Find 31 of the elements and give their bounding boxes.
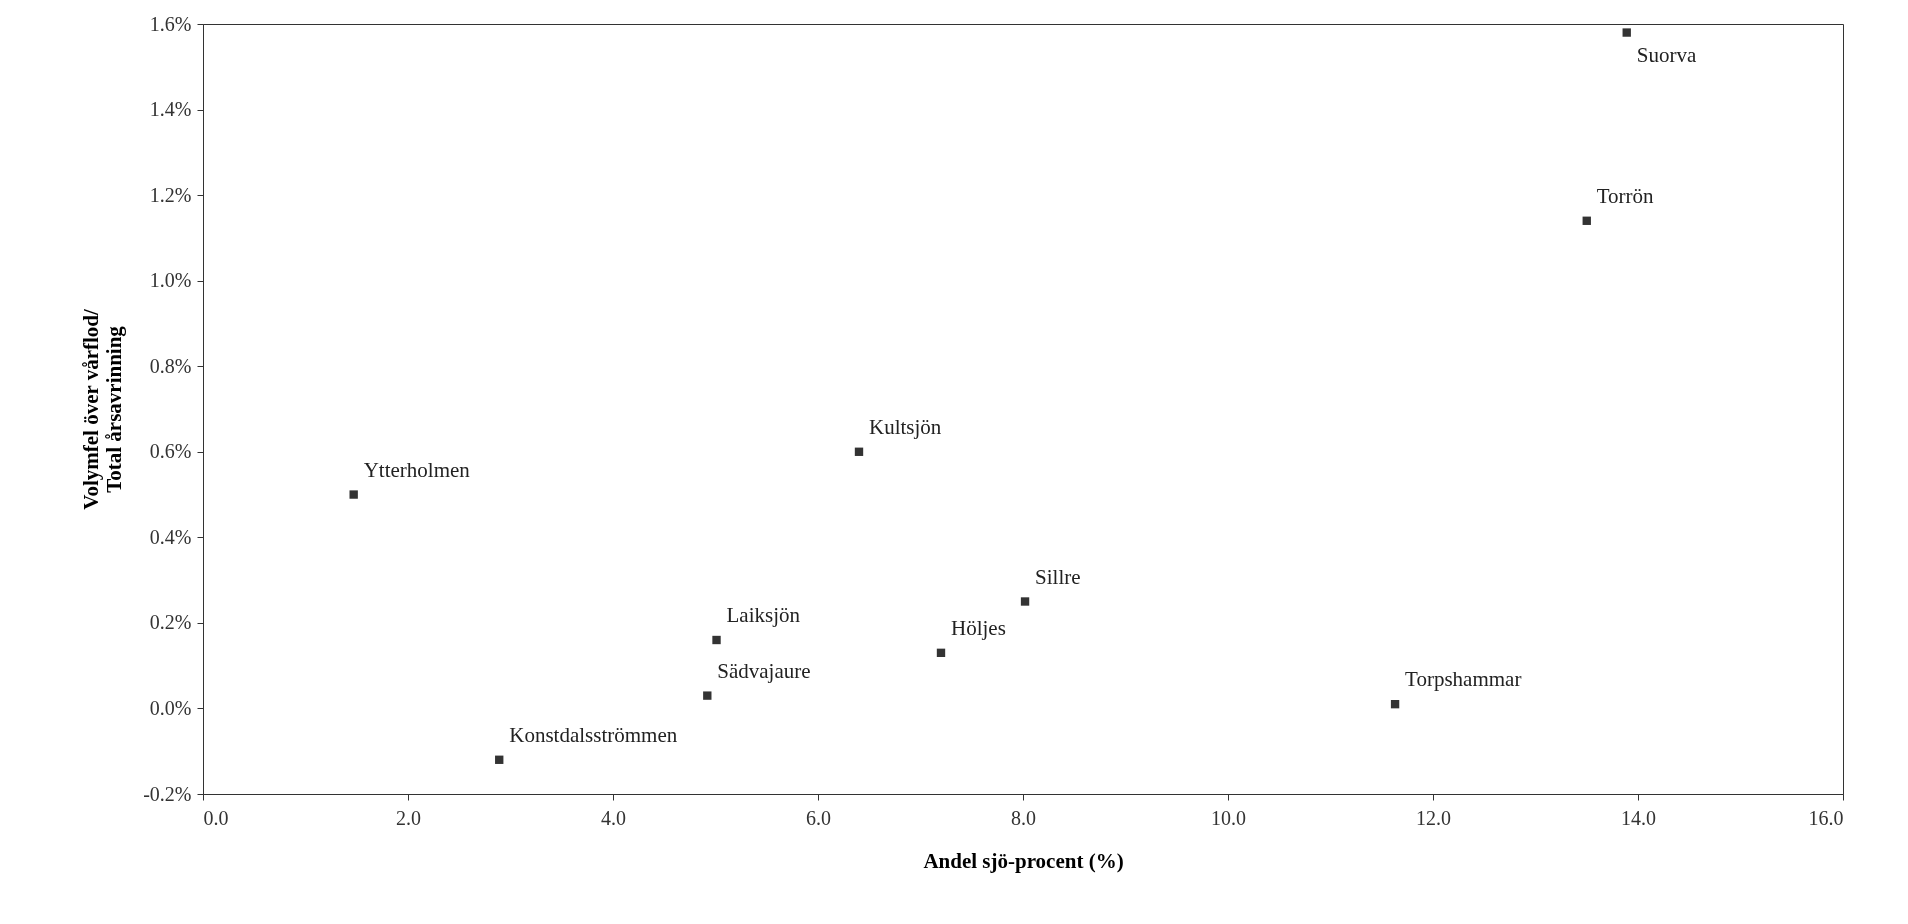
x-tick-label: 6.0	[806, 806, 831, 829]
y-tick-label: 1.4%	[149, 98, 192, 121]
y-tick-label: 0.8%	[149, 354, 192, 377]
y-tick-label: 0.2%	[149, 611, 192, 634]
x-tick-label: 4.0	[601, 806, 626, 829]
x-tick-label: 12.0	[1416, 806, 1451, 829]
x-tick-label: 16.0	[1808, 806, 1844, 829]
annotation: Konstdalsströmmen	[509, 722, 678, 747]
annotation: Sädvajaure	[717, 658, 811, 683]
x-tick-label: 0.0	[203, 806, 229, 829]
annotation: Laiksjön	[726, 603, 801, 627]
annotation: Torpshammar	[1405, 667, 1522, 692]
annotation: Suorva	[1636, 42, 1697, 67]
y-tick-label: 0.6%	[149, 440, 192, 463]
y-tick-label: 1.2%	[149, 183, 192, 206]
x-tick-label: 8.0	[1011, 806, 1036, 829]
annotation: Höljes	[951, 615, 1006, 640]
x-axis-title: Andel sjö-procent (%)	[923, 848, 1124, 873]
y-tick-label: 1.0%	[149, 269, 192, 292]
annotation: Kultsjön	[869, 414, 942, 439]
x-tick-label: 2.0	[396, 806, 421, 829]
x-tick-label: 10.0	[1211, 806, 1246, 829]
x-tick-label: 14.0	[1621, 806, 1656, 829]
y-tick-label: 0.0%	[149, 696, 192, 719]
annotation: Sillre	[1035, 564, 1081, 589]
y-tick-label: -0.2%	[143, 782, 192, 805]
annotation: Ytterholmen	[363, 457, 471, 482]
y-tick-label: 0.4%	[149, 525, 192, 548]
y-tick-label: 1.6%	[149, 12, 192, 35]
annotation: Torrön	[1596, 183, 1655, 208]
y-axis-title: Volymfel över vårflod/ Total årsavrinning	[79, 308, 127, 510]
